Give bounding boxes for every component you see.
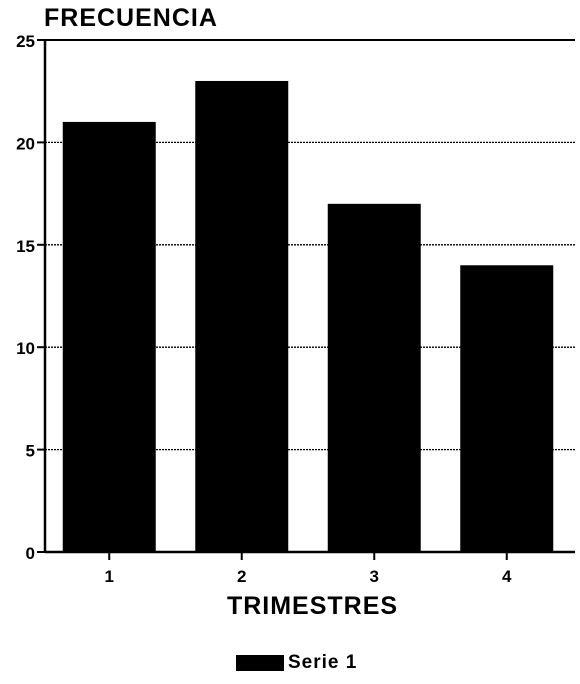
y-tick-label: 0 bbox=[26, 544, 35, 563]
bar bbox=[460, 265, 554, 552]
x-tick-label: 1 bbox=[105, 567, 114, 586]
tick-labels: 0 5 10 15 20 25 1 2 3 4 bbox=[16, 32, 512, 586]
y-tick-label: 15 bbox=[16, 237, 35, 256]
y-tick-label: 5 bbox=[26, 442, 35, 461]
bar bbox=[62, 121, 156, 553]
legend-swatch bbox=[236, 655, 284, 671]
bar bbox=[327, 203, 421, 552]
y-tick-label: 20 bbox=[16, 134, 35, 153]
legend: Serie 1 bbox=[236, 652, 357, 674]
x-tick-label: 2 bbox=[237, 567, 246, 586]
legend-label: Serie 1 bbox=[288, 652, 358, 673]
bars bbox=[62, 80, 554, 553]
axes bbox=[37, 39, 575, 560]
y-tick-label: 10 bbox=[16, 339, 35, 358]
x-axis-title: TRIMESTRES bbox=[226, 592, 399, 620]
bar bbox=[195, 80, 289, 553]
x-tick-label: 4 bbox=[502, 567, 512, 586]
y-axis-title: FRECUENCIA bbox=[44, 4, 218, 32]
x-tick-label: 3 bbox=[370, 567, 379, 586]
y-tick-label: 25 bbox=[16, 32, 35, 51]
